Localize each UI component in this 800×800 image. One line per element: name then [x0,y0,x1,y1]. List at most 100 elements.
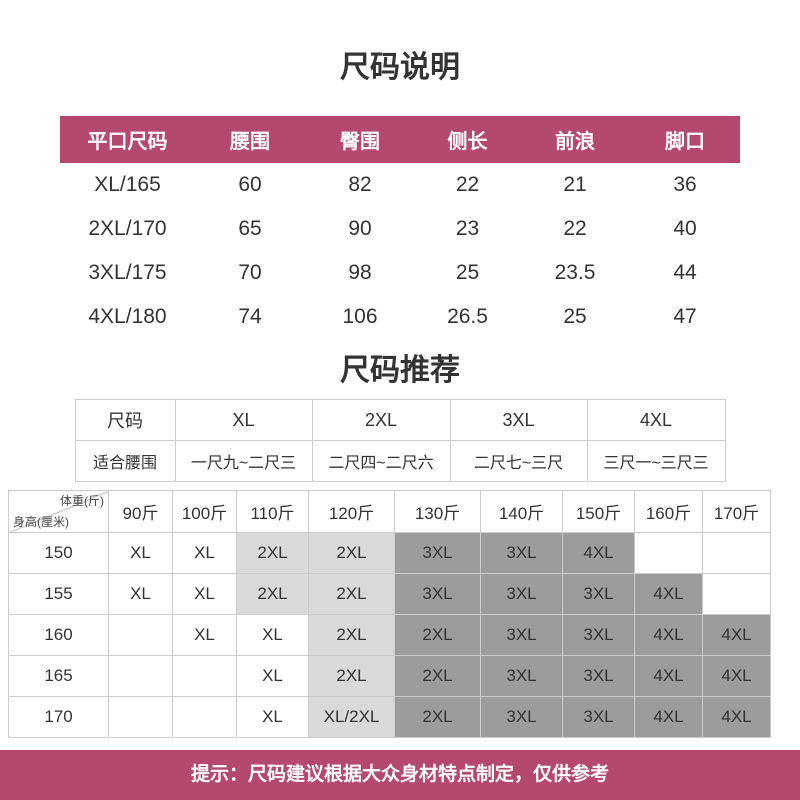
waist-row-cell: 适合腰围 [74,440,176,482]
size-spec-header-cell: 平口尺码 [60,116,195,163]
size-spec-cell: 23.5 [554,261,596,284]
matrix-size-cell: 2XL [236,573,309,615]
height-weight-matrix: 体重(斤) 身高(厘米) 90斤 100斤 110斤 120斤 130斤 140斤 150斤… [8,490,771,738]
size-spec-cell: 70 [238,261,262,284]
height-axis-label: 身高(厘米) [13,515,69,529]
matrix-size-cell: XL [172,532,237,574]
weight-header-cell: 100斤 [172,490,237,533]
size-spec-cell: 26.5 [447,305,488,328]
height-label-cell: 160 [8,614,109,656]
size-spec-title: 尺码说明 [340,51,460,84]
weight-header-cell: 90斤 [108,490,173,533]
matrix-row: 155 XL XL 2XL 2XL 3XL 3XL 3XL 4XL [8,573,771,615]
height-label-cell: 165 [8,655,109,697]
matrix-size-cell: 3XL [480,696,563,738]
size-spec-cell: 25 [455,261,480,284]
matrix-size-cell: XL [236,655,309,697]
matrix-size-cell: 3XL [562,696,635,738]
matrix-size-cell: XL [236,614,309,656]
weight-header-cell: 130斤 [394,490,481,533]
size-spec-cell: 106 [342,305,378,328]
matrix-row: 160 XL XL 2XL 2XL 3XL 3XL 4XL 4XL [8,614,771,656]
matrix-size-cell: 4XL [562,532,635,574]
matrix-size-cell: 4XL [634,696,703,738]
matrix-size-cell: 4XL [702,614,771,656]
matrix-size-cell: 3XL [480,655,563,697]
matrix-corner-cell: 体重(斤) 身高(厘米) [8,490,109,533]
size-recommend-body: 尺码 XL 2XL 3XL 4XL 适合腰围 一尺九~二尺三 二尺四~二尺六 二尺七~三尺 三尺一… [74,399,726,482]
waist-row-cell: 二尺四~二尺六 [311,440,451,482]
size-spec-cell: 98 [348,261,372,284]
matrix-size-cell: 3XL [394,573,481,615]
tip-bar: 提示：尺码建议根据大众身材特点制定，仅供参考 [0,750,800,800]
size-spec-cell: 74 [238,305,262,328]
matrix-size-cell: 4XL [634,655,703,697]
matrix-size-cell: 4XL [702,655,771,697]
size-spec-row: XL/165 60 82 22 21 36 [60,163,740,207]
matrix-size-cell: XL [172,614,237,656]
size-spec-cell: 4XL/180 [88,305,167,328]
size-spec-cell: 2XL/170 [88,217,167,240]
height-label-cell: 150 [8,532,109,574]
size-row-cell: 尺码 [74,399,176,441]
weight-header-cell: 110斤 [236,490,309,533]
size-spec-row: 3XL/175 70 98 25 23.5 44 [60,251,740,295]
matrix-size-cell: 2XL [236,532,309,574]
matrix-size-cell: XL [236,696,309,738]
matrix-size-cell: 4XL [702,696,771,738]
matrix-size-cell: XL [108,532,173,574]
matrix-size-cell: 4XL [634,573,703,615]
size-spec-header-row: 平口尺码 腰围 臀围 侧长 前浪 脚口 [60,116,740,163]
matrix-row: 150 XL XL 2XL 2XL 3XL 3XL 4XL [8,532,771,574]
matrix-size-cell: 2XL [308,614,395,656]
matrix-row: 170 XL XL/2XL 2XL 3XL 3XL 4XL 4XL [8,696,771,738]
size-row-cell: XL [174,399,313,441]
matrix-size-cell [108,696,173,738]
matrix-size-cell: 2XL [394,614,481,656]
size-spec-cell: 60 [238,173,262,196]
waist-row-cell: 三尺一~三尺三 [586,440,726,482]
matrix-size-cell: 2XL [308,573,395,615]
matrix-size-cell [172,696,237,738]
size-spec-cell: 44 [673,261,697,284]
tip-text: 提示：尺码建议根据大众身材特点制定，仅供参考 [190,764,609,785]
matrix-size-cell: XL [172,573,237,615]
waist-row-cell: 一尺九~二尺三 [174,440,313,482]
size-spec-cell: XL/165 [94,173,161,196]
matrix-size-cell [108,655,173,697]
size-spec-table: 平口尺码 腰围 臀围 侧长 前浪 脚口 XL/165 60 82 22 21 36 2XL/170 65… [60,116,740,339]
size-spec-cell: 90 [348,217,372,240]
size-spec-cell: 23 [455,217,480,240]
size-spec-cell: 22 [563,217,587,240]
size-spec-header-cell: 前浪 [520,116,630,163]
matrix-row: 165 XL 2XL 2XL 3XL 3XL 4XL 4XL [8,655,771,697]
size-spec-cell: 65 [238,217,262,240]
size-spec-cell: 47 [673,305,697,328]
weight-axis-label: 体重(斤) [60,494,104,508]
weight-header-cell: 170斤 [702,490,771,533]
matrix-body: 150 XL XL 2XL 2XL 3XL 3XL 4XL 155 XL XL 2XL 2XL 3XL 3X… [8,532,771,738]
size-spec-header-cell: 脚口 [630,116,740,163]
waist-row: 适合腰围 一尺九~二尺三 二尺四~二尺六 二尺七~三尺 三尺一~三尺三 [74,440,726,482]
matrix-size-cell [634,532,703,574]
weight-header-cell: 160斤 [634,490,703,533]
matrix-size-cell: 3XL [562,655,635,697]
size-spec-row: 2XL/170 65 90 23 22 40 [60,207,740,251]
size-spec-header-cell: 臀围 [305,116,415,163]
size-spec-cell: 36 [673,173,697,196]
size-row-cell: 4XL [586,399,726,441]
size-spec-body: XL/165 60 82 22 21 36 2XL/170 65 90 23 22 40 3XL/175… [60,163,740,339]
matrix-header-row: 体重(斤) 身高(厘米) 90斤 100斤 110斤 120斤 130斤 140斤 150斤… [8,490,771,533]
size-spec-cell: 22 [455,173,480,196]
weight-header-cell: 150斤 [562,490,635,533]
matrix-size-cell [702,573,771,615]
matrix-size-cell: 3XL [394,532,481,574]
matrix-size-cell: 2XL [308,655,395,697]
matrix-size-cell: 3XL [480,573,563,615]
size-spec-cell: 40 [673,217,697,240]
size-recommend-table: 尺码 XL 2XL 3XL 4XL 适合腰围 一尺九~二尺三 二尺四~二尺六 二尺七~三尺 三尺一… [74,399,726,482]
size-spec-cell: 3XL/175 [88,261,167,284]
matrix-size-cell: 2XL [394,655,481,697]
matrix-size-cell: 3XL [562,614,635,656]
